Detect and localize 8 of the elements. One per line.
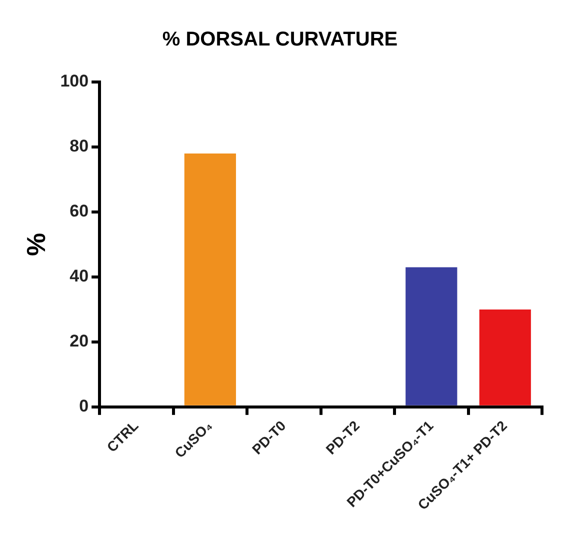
y-axis-title: % bbox=[20, 232, 51, 256]
y-tick-label: 80 bbox=[70, 136, 89, 156]
y-tick-label: 40 bbox=[70, 266, 89, 286]
y-tick-label: 60 bbox=[70, 202, 89, 221]
y-tick-label: 20 bbox=[70, 332, 89, 351]
y-tick-label: 100 bbox=[60, 72, 89, 91]
y-tick-label: 0 bbox=[79, 396, 89, 416]
chart-title: % DORSAL CURVATURE bbox=[162, 28, 398, 51]
